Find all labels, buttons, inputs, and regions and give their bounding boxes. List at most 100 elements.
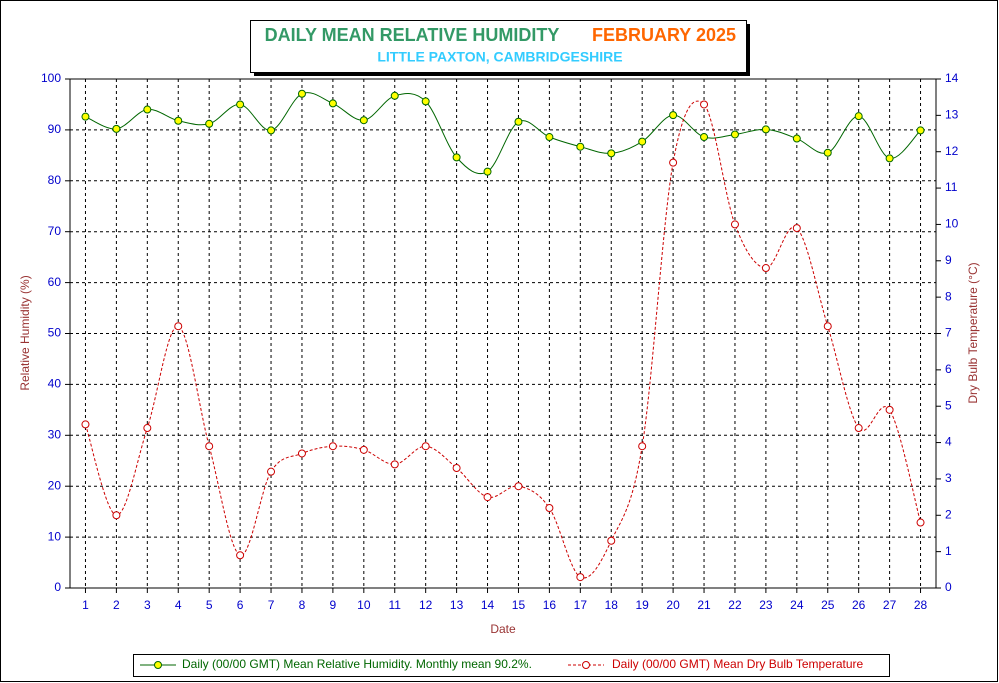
point: [143, 105, 152, 114]
x-tick-label: 4: [175, 598, 182, 612]
x-tick-label: 21: [697, 598, 711, 612]
y-tick-label: 50: [48, 326, 62, 340]
point: [669, 158, 678, 167]
y-tick-label: 30: [48, 427, 62, 441]
point: [916, 518, 925, 527]
point: [885, 405, 894, 414]
x-tick-label: 22: [728, 598, 742, 612]
y2-tick-label: 9: [945, 253, 952, 267]
point: [174, 116, 183, 125]
x-tick-label: 19: [635, 598, 649, 612]
chart-title: DAILY MEAN RELATIVE HUMIDITY: [265, 25, 560, 45]
point: [576, 573, 585, 582]
point: [112, 511, 121, 520]
legend-marker: [582, 661, 590, 669]
y2-tick-label: 0: [945, 580, 952, 594]
x-tick-label: 13: [450, 598, 464, 612]
point: [607, 536, 616, 545]
x-tick-label: 8: [299, 598, 306, 612]
point: [514, 117, 523, 126]
x-tick-label: 18: [605, 598, 619, 612]
point: [823, 322, 832, 331]
y2-tick-label: 13: [945, 108, 959, 122]
point: [421, 97, 430, 106]
point: [730, 220, 739, 229]
y2-tick-label: 11: [945, 180, 958, 194]
point: [452, 464, 461, 473]
point: [700, 133, 709, 142]
point: [359, 116, 368, 125]
point: [761, 125, 770, 134]
x-tick-label: 24: [790, 598, 804, 612]
point: [205, 119, 214, 128]
point: [236, 551, 245, 560]
point: [174, 322, 183, 331]
point: [792, 224, 801, 233]
y2-tick-label: 1: [945, 544, 952, 558]
x-tick-label: 28: [914, 598, 928, 612]
legend-label: Daily (00/00 GMT) Mean Relative Humidity…: [182, 657, 532, 671]
y-tick-label: 70: [48, 224, 62, 238]
x-tick-label: 12: [419, 598, 433, 612]
y-tick-label: 100: [41, 71, 61, 85]
y2-tick-label: 6: [945, 362, 952, 376]
point: [638, 137, 647, 146]
point: [607, 149, 616, 158]
y2-axis-label: Dry Bulb Temperature (°C): [966, 262, 980, 403]
point: [359, 445, 368, 454]
y-tick-label: 60: [48, 275, 62, 289]
point: [81, 112, 90, 121]
x-tick-label: 6: [237, 598, 244, 612]
y2-tick-label: 4: [945, 435, 952, 449]
point: [885, 154, 894, 163]
point: [730, 130, 739, 139]
point: [328, 99, 337, 108]
point: [545, 133, 554, 142]
legend-label: Daily (00/00 GMT) Mean Dry Bulb Temperat…: [612, 657, 864, 671]
point: [205, 442, 214, 451]
x-tick-label: 15: [512, 598, 526, 612]
x-tick-label: 9: [330, 598, 337, 612]
point: [483, 493, 492, 502]
y2-tick-label: 10: [945, 217, 959, 231]
point: [576, 142, 585, 151]
point: [452, 153, 461, 162]
point: [297, 449, 306, 458]
point: [916, 126, 925, 135]
x-tick-label: 23: [759, 598, 773, 612]
point: [421, 442, 430, 451]
y2-tick-label: 2: [945, 507, 952, 521]
x-tick-label: 14: [481, 598, 495, 612]
plot-frame: [69, 78, 937, 589]
series-line: [85, 92, 921, 175]
y2-tick-label: 5: [945, 398, 952, 412]
point: [236, 100, 245, 109]
point: [267, 467, 276, 476]
point: [669, 111, 678, 120]
y-tick-label: 10: [48, 529, 62, 543]
point: [854, 424, 863, 433]
point: [112, 124, 121, 133]
x-tick-label: 11: [389, 598, 402, 612]
y2-tick-label: 14: [945, 71, 959, 85]
point: [390, 91, 399, 100]
x-tick-label: 2: [113, 598, 120, 612]
point: [700, 100, 709, 109]
point: [267, 126, 276, 135]
x-tick-label: 5: [206, 598, 213, 612]
point: [761, 264, 770, 273]
y-tick-label: 40: [48, 377, 62, 391]
legend-marker: [154, 661, 162, 669]
chart-subtitle: LITTLE PAXTON, CAMBRIDGESHIRE: [377, 49, 622, 65]
x-tick-label: 3: [144, 598, 151, 612]
point: [297, 89, 306, 98]
x-tick-label: 25: [821, 598, 835, 612]
point: [328, 442, 337, 451]
y2-tick-label: 7: [945, 326, 952, 340]
x-axis-label: Date: [490, 622, 516, 636]
x-tick-label: 26: [852, 598, 866, 612]
point: [545, 504, 554, 513]
point: [143, 424, 152, 433]
